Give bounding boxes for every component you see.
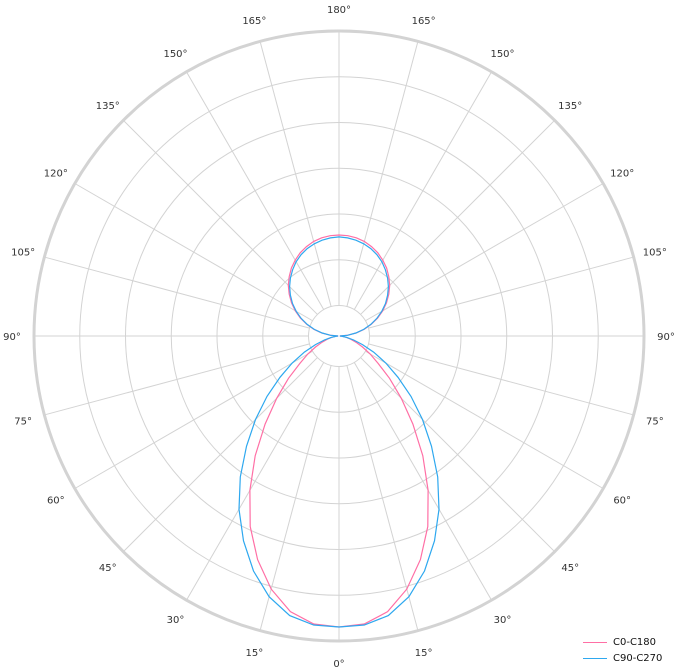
angular-gridline bbox=[368, 343, 634, 416]
series-line-c0-c180 bbox=[249, 234, 429, 628]
angle-tick-label: 45° bbox=[99, 563, 117, 574]
angular-gridline bbox=[368, 256, 634, 329]
angular-gridline bbox=[186, 362, 325, 601]
angle-tick-label: 105° bbox=[643, 247, 667, 258]
angle-tick-label: 90° bbox=[657, 332, 675, 343]
angle-tick-label: 120° bbox=[44, 169, 68, 180]
angle-tick-label: 0° bbox=[333, 659, 344, 670]
angle-tick-label: 105° bbox=[11, 247, 35, 258]
angle-tick-label: 60° bbox=[47, 496, 65, 507]
angular-gridline bbox=[122, 119, 318, 315]
angular-gridline bbox=[360, 357, 556, 553]
legend-swatch bbox=[583, 641, 607, 643]
angular-gridline bbox=[44, 256, 310, 329]
legend-item-c90-c270: C90-C270 bbox=[583, 650, 662, 666]
angle-tick-label: 165° bbox=[242, 16, 266, 27]
angle-tick-label: 150° bbox=[490, 49, 514, 60]
angle-tick-label: 15° bbox=[415, 648, 433, 659]
angular-gridline bbox=[360, 119, 556, 315]
angle-tick-label: 90° bbox=[3, 332, 21, 343]
legend-label: C0-C180 bbox=[613, 636, 657, 648]
angle-tick-label: 165° bbox=[412, 16, 436, 27]
angle-tick-label: 120° bbox=[610, 169, 634, 180]
series-line-c90-c270 bbox=[238, 236, 440, 628]
angle-tick-label: 60° bbox=[613, 496, 631, 507]
angle-tick-label: 75° bbox=[646, 417, 664, 428]
angle-tick-label: 135° bbox=[558, 101, 582, 112]
legend: C0-C180 C90-C270 bbox=[583, 634, 662, 666]
legend-item-c0-c180: C0-C180 bbox=[583, 634, 662, 650]
angle-tick-label: 75° bbox=[14, 417, 32, 428]
angular-gridline bbox=[259, 365, 332, 631]
angle-tick-label: 135° bbox=[96, 101, 120, 112]
angular-gridline bbox=[365, 183, 604, 322]
angular-gridline bbox=[365, 350, 604, 489]
angle-tick-label: 150° bbox=[163, 49, 187, 60]
angular-gridline bbox=[353, 71, 492, 310]
angle-tick-label: 45° bbox=[561, 563, 579, 574]
angle-tick-label: 15° bbox=[245, 648, 263, 659]
angular-gridline bbox=[346, 41, 419, 307]
angular-gridline bbox=[74, 183, 313, 322]
angular-gridline bbox=[353, 362, 492, 601]
angle-tick-label: 30° bbox=[494, 615, 512, 626]
angular-gridline bbox=[74, 350, 313, 489]
angle-tick-label: 180° bbox=[327, 5, 351, 16]
angular-gridline bbox=[44, 343, 310, 416]
legend-swatch bbox=[583, 657, 607, 659]
angular-gridline bbox=[259, 41, 332, 307]
radial-gridline bbox=[308, 305, 370, 367]
angular-gridline bbox=[346, 365, 419, 631]
angle-tick-label: 30° bbox=[167, 615, 185, 626]
angular-gridline bbox=[122, 357, 318, 553]
angular-gridline bbox=[186, 71, 325, 310]
legend-label: C90-C270 bbox=[613, 652, 663, 664]
